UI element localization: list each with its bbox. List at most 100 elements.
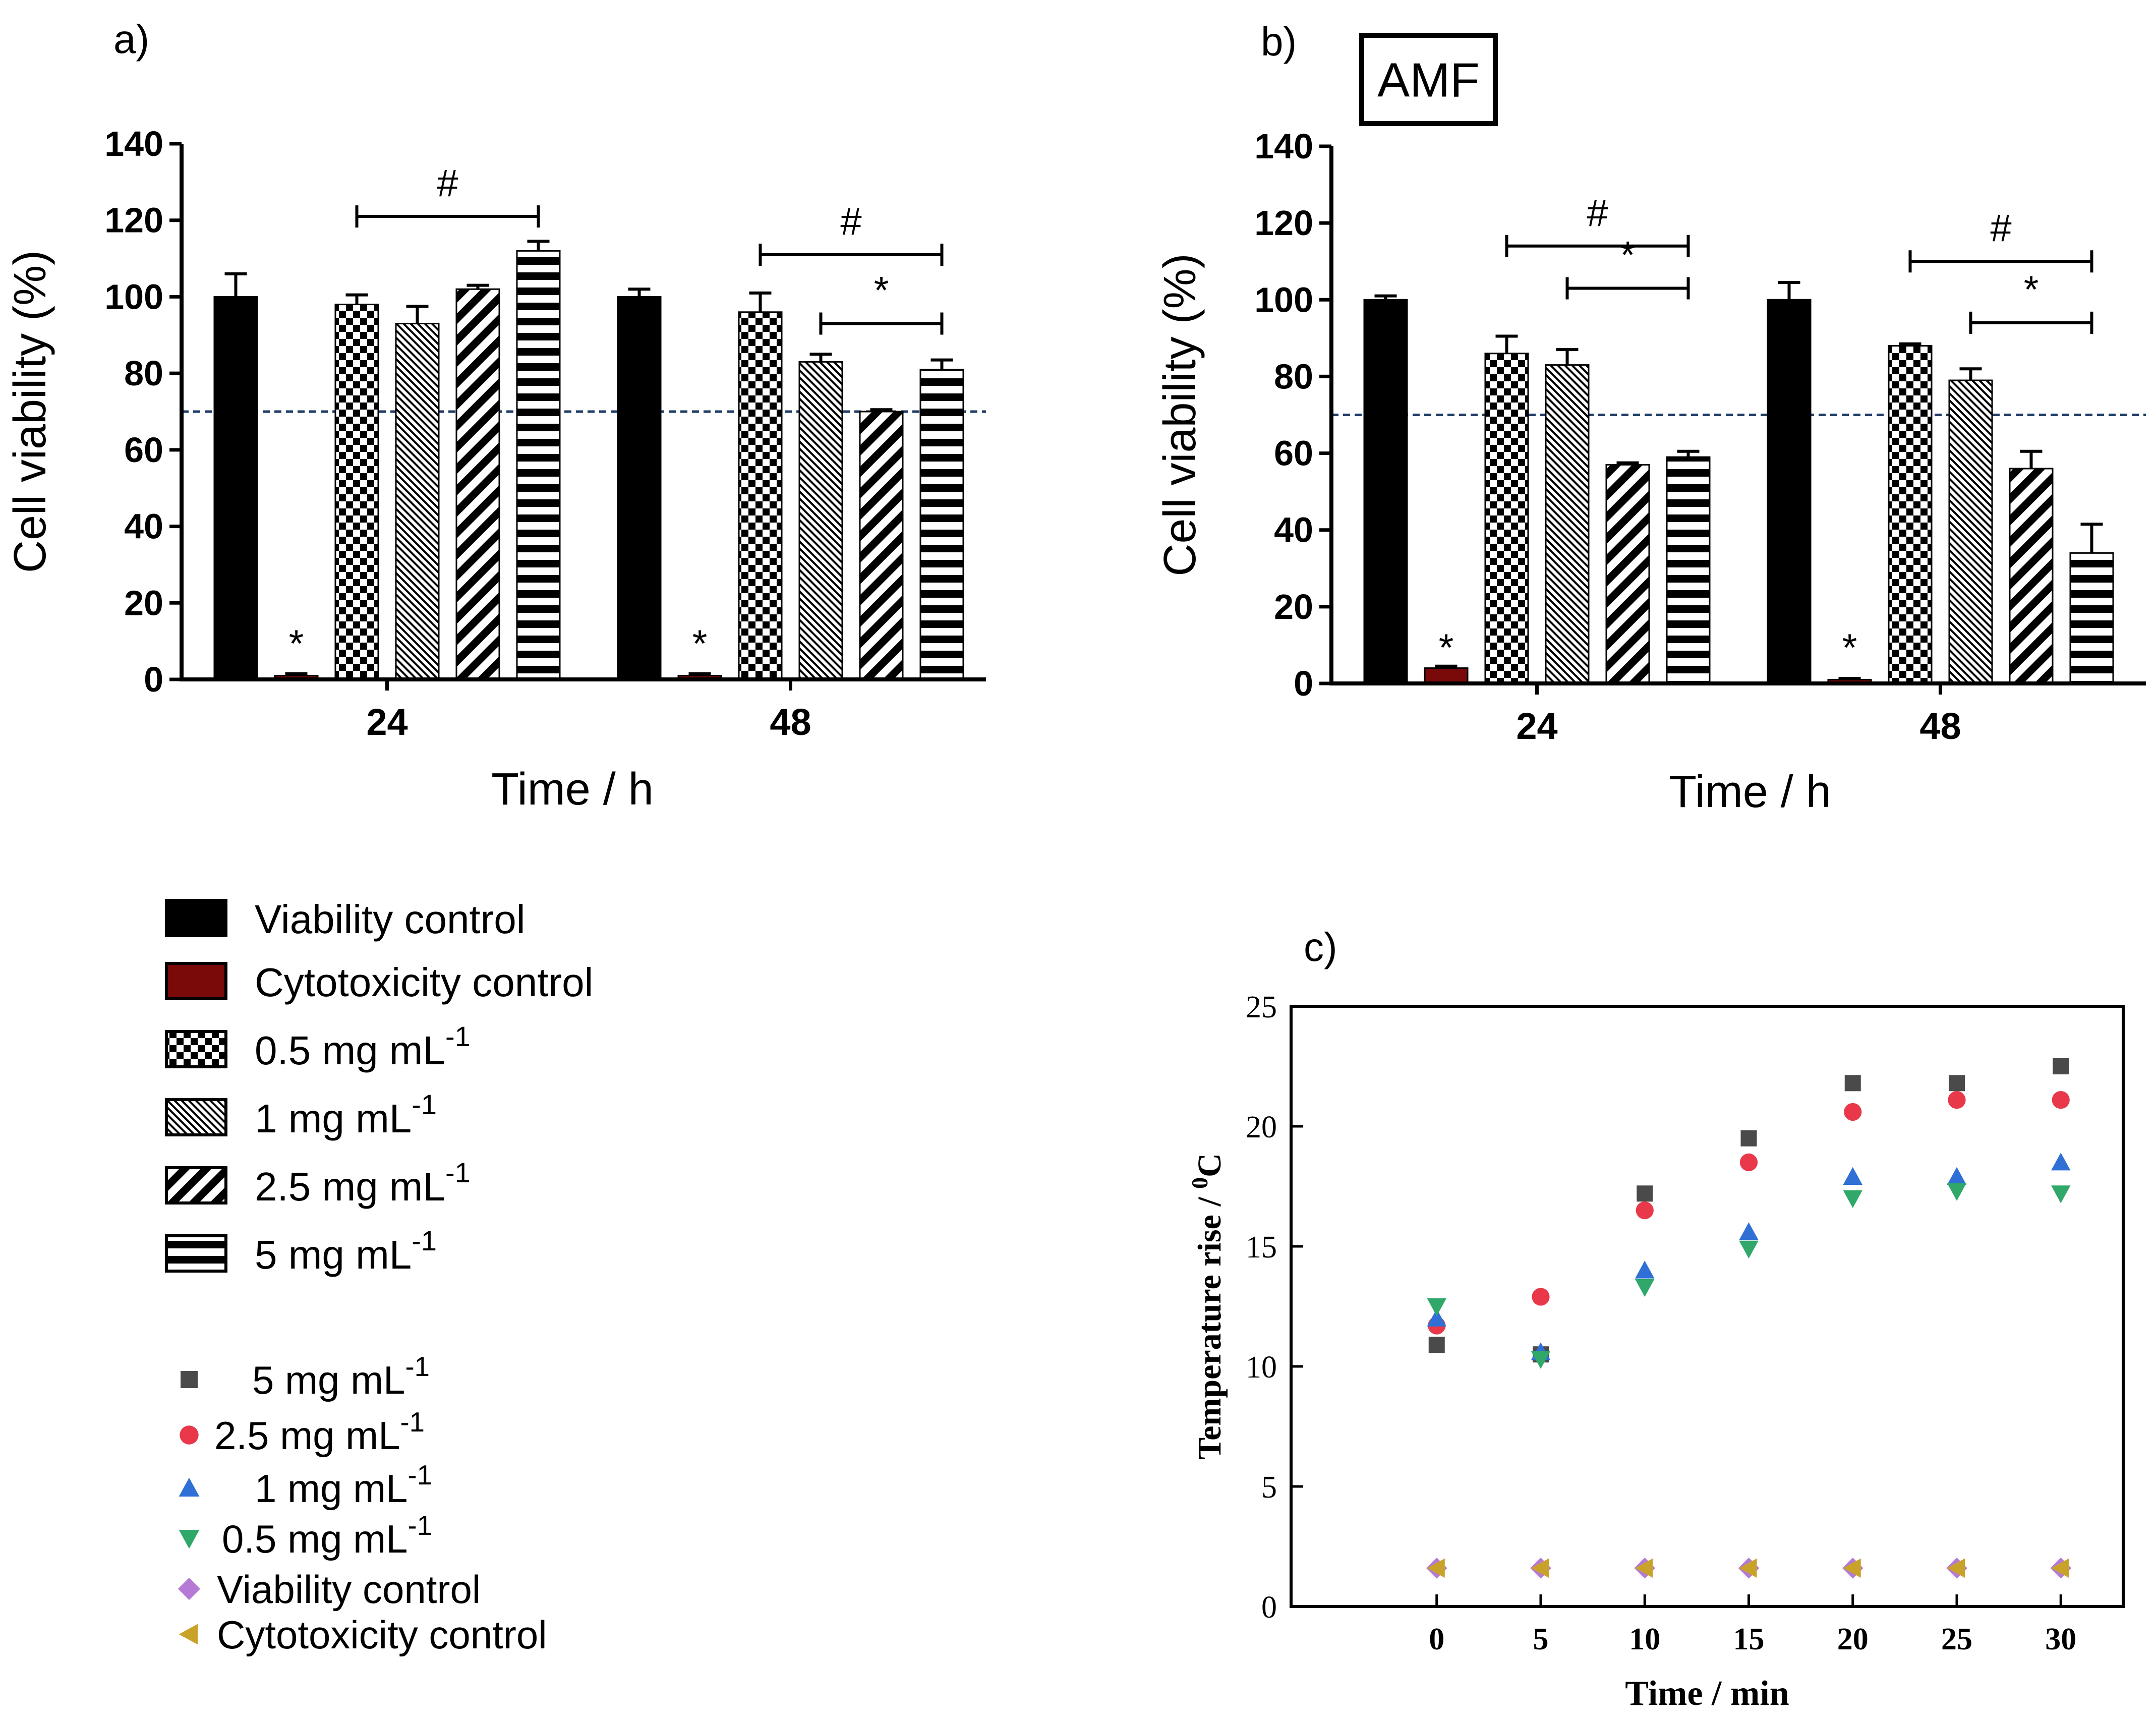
y-axis-title-unit: C	[1191, 1153, 1228, 1177]
data-point	[1844, 1075, 1861, 1092]
panel-label: c)	[1304, 925, 1337, 969]
data-point	[1947, 1167, 1967, 1185]
y-tick-label-0: 0	[1294, 664, 1313, 703]
data-point	[1427, 1298, 1446, 1316]
y-tick-label-25: 25	[1246, 990, 1277, 1024]
bar-5-mg-24h	[516, 250, 561, 680]
y-tick-label-20: 20	[1274, 587, 1313, 626]
amf-box	[1359, 33, 1498, 126]
legend-marker-2-5-mg	[180, 1425, 199, 1445]
x-tick-label-5: 5	[1533, 1622, 1549, 1656]
legend-label-0-5-mg-base: 0.5 mg mL	[255, 1028, 445, 1073]
bar-1-mg-48h	[798, 361, 843, 680]
data-point	[1844, 1103, 1862, 1121]
panel-b-bar-chart: b) AMF * 24 * 48 # * # * 0 20 40 60 80 100 120 140 Cell vi…	[1155, 19, 2146, 817]
legend-label-viability-control: Viability control	[255, 897, 526, 942]
y-tick-label-15: 15	[1246, 1230, 1277, 1265]
x-tick-label-48: 48	[1919, 705, 1961, 747]
legend-label-viability-control: Viability control	[217, 1567, 481, 1612]
bar-viability-control-48h	[1767, 299, 1812, 684]
data-point	[1949, 1075, 1965, 1092]
x-axis-title: Time / min	[1625, 1674, 1789, 1713]
bracket-star-label: *	[2024, 268, 2039, 311]
legend-swatch-cytotoxicity-control	[165, 962, 227, 1000]
y-axis-title: Temperature rise / 0C	[1187, 1153, 1228, 1460]
data-point	[1637, 1185, 1653, 1202]
y-axis-title: Cell viability (%)	[5, 250, 55, 573]
data-point	[1427, 1308, 1446, 1327]
legend-label-2-5-mg-sup: -1	[400, 1407, 425, 1438]
bar-2-5-mg-48h	[859, 411, 904, 680]
legend-label-2-5-mg-base: 2.5 mg mL	[255, 1164, 445, 1209]
legend-label-0-5-mg: 0.5 mg mL-1	[255, 1020, 471, 1073]
legend-label-5-mg-sup: -1	[405, 1351, 430, 1382]
data-point	[1739, 1240, 1759, 1258]
legend-label-2-5-mg-base: 2.5 mg mL	[214, 1413, 400, 1458]
panel-label: b)	[1261, 19, 1297, 64]
legend-marker-viability-control	[178, 1577, 201, 1600]
bar-1-mg-48h	[1948, 379, 1993, 684]
legend-label-0-5-mg: 0.5 mg mL-1	[222, 1510, 432, 1561]
legend-swatch-2-5-mg	[165, 1166, 227, 1205]
x-tick-label-30: 30	[2045, 1622, 2076, 1656]
data-point	[1531, 1558, 1549, 1578]
significance-star-24h: *	[1439, 626, 1454, 669]
series-0-5-mg	[1427, 1183, 2071, 1369]
y-tick-label-10: 10	[1246, 1350, 1277, 1385]
x-axis-title: Time / h	[1669, 767, 1831, 817]
y-axis-title-sup: 0	[1187, 1177, 1212, 1189]
legend-label-0-5-mg-sup: -1	[445, 1020, 471, 1052]
legend-label-5-mg: 5 mg mL-1	[255, 1225, 437, 1277]
bar-cytotoxicity-control-24h	[1424, 667, 1469, 684]
legend-marker-5-mg	[181, 1371, 198, 1388]
legend-swatch-viability-control	[165, 899, 227, 937]
y-axis-title: Cell viability (%)	[1155, 253, 1205, 576]
y-tick-label-80: 80	[124, 354, 163, 393]
y-tick-label-0: 0	[144, 660, 163, 699]
y-tick-label-80: 80	[1274, 357, 1313, 396]
data-point	[1739, 1222, 1759, 1240]
data-point	[1635, 1279, 1655, 1297]
legend-swatch-5-mg	[165, 1234, 227, 1273]
legend-label-cytotoxicity-control: Cytotoxicity control	[217, 1613, 547, 1657]
legend-label-viability-control-base: Viability control	[217, 1567, 481, 1612]
y-tick-label-20: 20	[1246, 1110, 1277, 1144]
legend-label-0-5-mg-base: 0.5 mg mL	[222, 1517, 407, 1561]
legend-label-1-mg: 1 mg mL-1	[255, 1088, 437, 1141]
x-tick-label-25: 25	[1941, 1622, 1972, 1656]
y-tick-label-0: 0	[1261, 1590, 1277, 1625]
x-tick-label-24: 24	[366, 701, 407, 743]
bar-viability-control-48h	[617, 296, 662, 680]
legend-label-5-mg: 5 mg mL-1	[252, 1351, 430, 1402]
bracket-hash-label: #	[1990, 207, 2011, 250]
bracket-hash-label: #	[1587, 192, 1608, 235]
bar-legend: Viability control Cytotoxicity control 0.5…	[165, 897, 593, 1277]
data-point	[1427, 1558, 1445, 1578]
plot-frame	[1290, 1005, 2125, 1608]
data-point	[2051, 1153, 2071, 1171]
y-axis-title-base: Temperature rise /	[1191, 1189, 1228, 1460]
y-tick-label-100: 100	[1254, 280, 1313, 319]
legend-label-cytotoxicity-control: Cytotoxicity control	[255, 960, 593, 1005]
legend-label-cytotoxicity-control-base: Cytotoxicity control	[217, 1613, 547, 1657]
data-point	[1635, 1558, 1653, 1578]
x-tick-label-48: 48	[770, 701, 811, 743]
legend-label-cytotoxicity-control-base: Cytotoxicity control	[255, 960, 593, 1005]
x-tick-label-0: 0	[1429, 1622, 1444, 1656]
y-tick-label-40: 40	[124, 507, 163, 546]
x-tick-label-20: 20	[1837, 1622, 1869, 1656]
bracket-star-label: *	[1620, 234, 1636, 276]
x-tick-label-24: 24	[1516, 705, 1557, 747]
series-5-mg	[1428, 1058, 2069, 1363]
y-tick-label-120: 120	[1254, 203, 1313, 243]
bracket-star-label: *	[874, 269, 889, 312]
y-tick-label-5: 5	[1261, 1470, 1277, 1505]
data-point	[2052, 1091, 2070, 1109]
data-point	[1843, 1558, 1861, 1578]
bar-2-5-mg-48h	[2009, 468, 2054, 684]
x-tick-label-10: 10	[1629, 1622, 1660, 1656]
y-tick-label-140: 140	[104, 124, 163, 163]
panel-c-scatter-chart: c) 0 5 10 15 20 25 30 0 5 10 15 20 25 Time / min Temper…	[1187, 925, 2125, 1713]
panel-a-bar-chart: a) * 24 * 48 # # * 0 20 40 60 80 100 120 140 Cell viabil…	[5, 17, 986, 815]
